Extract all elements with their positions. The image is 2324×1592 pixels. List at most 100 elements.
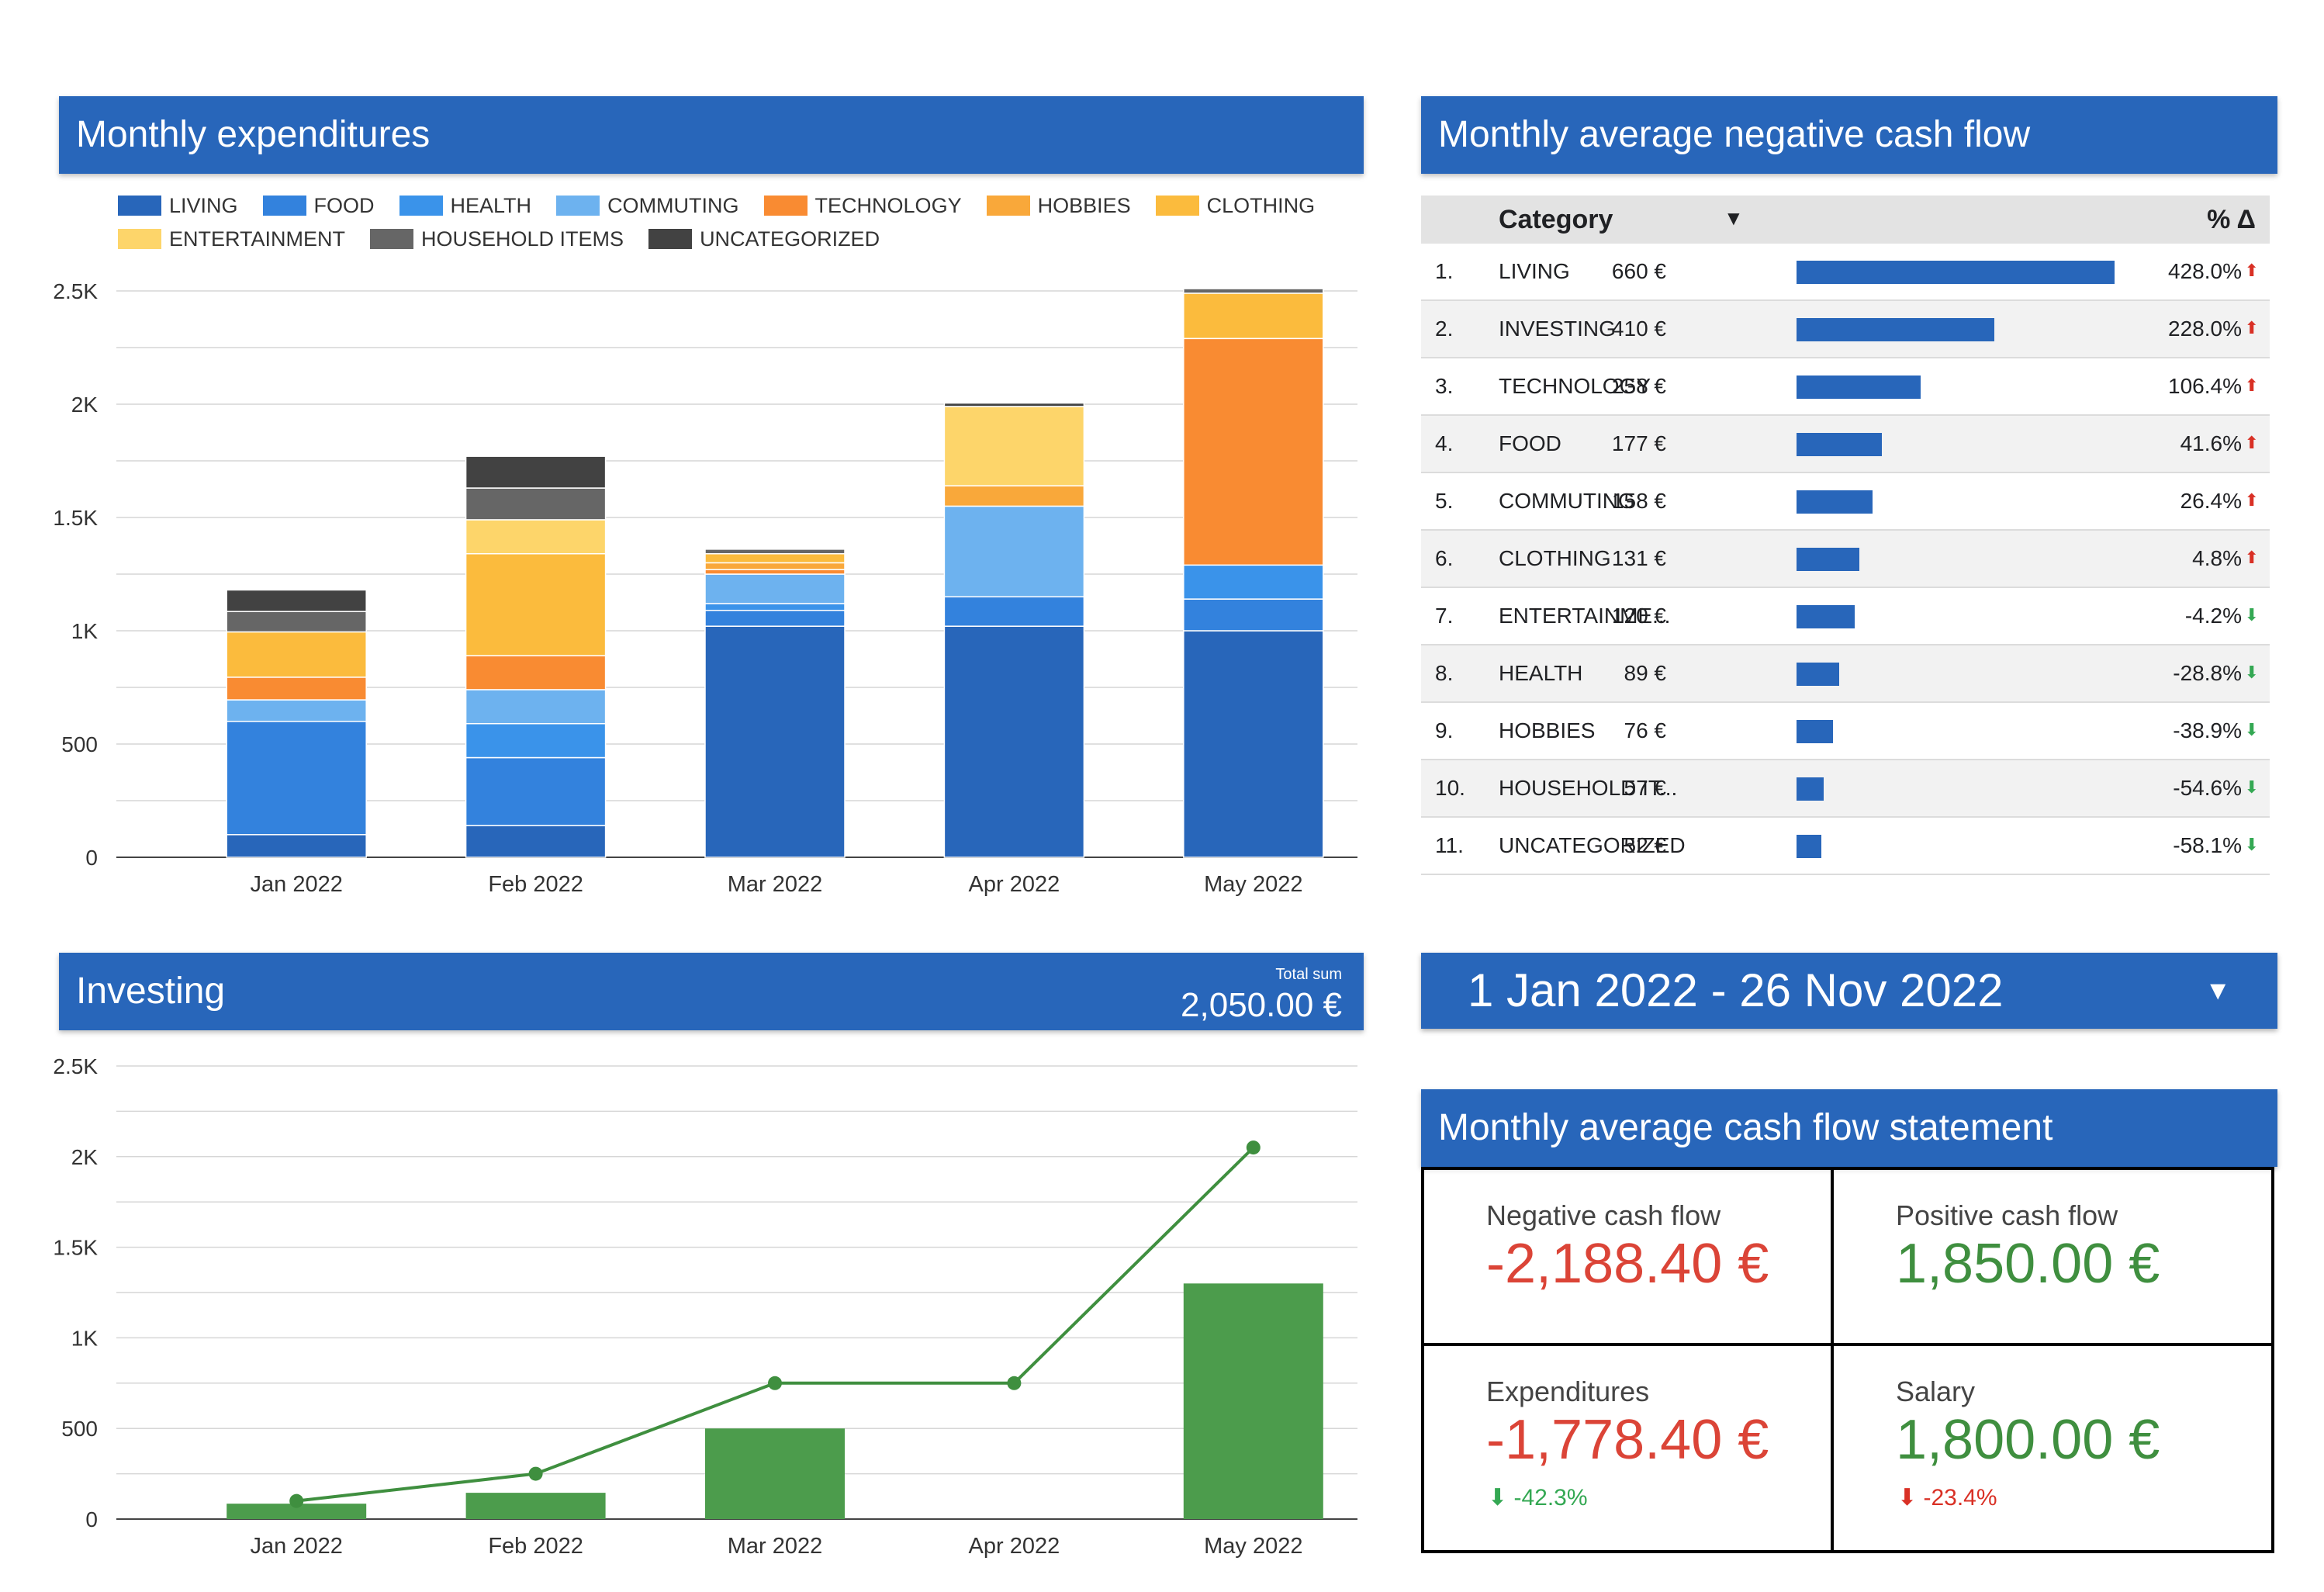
legend-item[interactable]: HOUSEHOLD ITEMS	[370, 227, 624, 251]
x-tick-label: Mar 2022	[728, 1534, 823, 1559]
table-row[interactable]: 11. UNCATEGORIZED 52 € -58.1% ⬇	[1421, 818, 2270, 875]
row-index: 4.	[1435, 431, 1454, 455]
bar-segment[interactable]	[943, 505, 1085, 597]
legend-item[interactable]: FOOD	[262, 194, 375, 218]
legend-item[interactable]: HEALTH	[399, 194, 531, 218]
table-row[interactable]: 10. HOUSEHOLD IT... 57 € -54.6% ⬇	[1421, 760, 2270, 818]
bar-segment[interactable]	[1183, 564, 1324, 600]
row-pct-change: -54.6%	[2173, 776, 2242, 800]
line-point[interactable]	[1007, 1376, 1022, 1390]
table-row[interactable]: 2. INVESTING 410 € 228.0% ⬆	[1421, 301, 2270, 358]
bar[interactable]	[465, 1493, 606, 1519]
bar-segment[interactable]	[704, 569, 846, 575]
table-row[interactable]: 7. ENTERTAINME... 120 € -4.2% ⬇	[1421, 588, 2270, 645]
row-amount: 131 €	[1611, 546, 1666, 570]
bar-segment[interactable]	[704, 603, 846, 611]
line-point[interactable]	[1246, 1140, 1261, 1155]
bar-segment[interactable]	[704, 573, 846, 604]
bar-segment[interactable]	[465, 756, 607, 826]
table-row[interactable]: 3. TECHNOLOGY 258 € 106.4% ⬆	[1421, 358, 2270, 416]
bar[interactable]	[227, 1504, 367, 1519]
y-tick-label: 0	[85, 1507, 98, 1531]
line-point[interactable]	[768, 1376, 782, 1390]
dropdown-arrow-icon[interactable]: ▼	[2205, 976, 2231, 1005]
legend-item[interactable]: COMMUTING	[556, 194, 739, 218]
bar[interactable]	[1183, 1283, 1323, 1519]
bar-segment[interactable]	[1183, 598, 1324, 632]
legend-item[interactable]: TECHNOLOGY	[763, 194, 962, 218]
bar-segment[interactable]	[226, 677, 367, 701]
legend-item[interactable]: HOBBIES	[986, 194, 1131, 218]
bar-segment[interactable]	[943, 402, 1085, 407]
bar-segment[interactable]	[465, 487, 607, 521]
row-pct-change: 26.4%	[2180, 489, 2242, 513]
salary-value: 1,800.00 €	[1896, 1409, 2160, 1471]
bar-segment[interactable]	[226, 611, 367, 633]
legend-item[interactable]: ENTERTAINMENT	[118, 227, 345, 251]
bar-segment[interactable]	[704, 562, 846, 570]
legend-item[interactable]: LIVING	[118, 194, 238, 218]
row-category: HOUSEHOLD IT...	[1499, 776, 1678, 800]
row-amount-bar	[1797, 376, 1921, 399]
y-tick-label: 1.5K	[53, 1236, 98, 1260]
line-point[interactable]	[528, 1466, 543, 1481]
bar-segment[interactable]	[1183, 292, 1324, 340]
legend-item[interactable]: UNCATEGORIZED	[648, 227, 880, 251]
bar-segment[interactable]	[1183, 630, 1324, 858]
bar-segment[interactable]	[943, 625, 1085, 858]
row-index: 9.	[1435, 718, 1454, 742]
legend-swatch	[262, 196, 306, 216]
negative-cash-flow-label: Negative cash flow	[1486, 1199, 1721, 1231]
date-range-selector[interactable]: 1 Jan 2022 - 26 Nov 2022 ▼	[1421, 953, 2277, 1029]
legend-swatch	[399, 196, 443, 216]
row-category: COMMUTING	[1499, 489, 1635, 513]
line-point[interactable]	[289, 1493, 304, 1508]
bar-segment[interactable]	[943, 485, 1085, 507]
table-row[interactable]: 1. LIVING 660 € 428.0% ⬆	[1421, 244, 2270, 301]
row-amount-bar	[1797, 605, 1855, 628]
bar-segment[interactable]	[465, 552, 607, 656]
bar-segment[interactable]	[465, 689, 607, 725]
row-index: 7.	[1435, 604, 1454, 628]
bar-segment[interactable]	[465, 519, 607, 555]
bar-segment[interactable]	[1183, 337, 1324, 566]
row-amount: 120 €	[1611, 604, 1666, 628]
table-row[interactable]: 9. HOBBIES 76 € -38.9% ⬇	[1421, 703, 2270, 760]
y-tick-label: 1.5K	[53, 506, 98, 530]
bar-segment[interactable]	[226, 834, 367, 858]
bar-segment[interactable]	[226, 721, 367, 836]
bar-segment[interactable]	[704, 625, 846, 858]
bar-segment[interactable]	[465, 455, 607, 489]
bar-segment[interactable]	[704, 609, 846, 627]
bar-segment[interactable]	[704, 549, 846, 555]
y-tick-label: 1K	[71, 1326, 99, 1350]
bar-segment[interactable]	[465, 655, 607, 690]
bar-segment[interactable]	[943, 406, 1085, 486]
column-category[interactable]: Category	[1499, 205, 1613, 234]
date-range-label: 1 Jan 2022 - 26 Nov 2022	[1468, 964, 2004, 1016]
bar-segment[interactable]	[465, 722, 607, 759]
legend-item[interactable]: CLOTHING	[1155, 194, 1315, 218]
x-tick-label: May 2022	[1204, 1534, 1302, 1559]
y-tick-label: 2K	[71, 393, 99, 417]
bar-segment[interactable]	[1183, 288, 1324, 294]
table-row[interactable]: 6. CLOTHING 131 € 4.8% ⬆	[1421, 531, 2270, 588]
cash-flow-statement-header: Monthly average cash flow statement	[1421, 1089, 2277, 1167]
table-row[interactable]: 4. FOOD 177 € 41.6% ⬆	[1421, 416, 2270, 473]
legend-label: UNCATEGORIZED	[700, 227, 880, 251]
bar[interactable]	[705, 1428, 845, 1519]
table-row[interactable]: 8. HEALTH 89 € -28.8% ⬇	[1421, 645, 2270, 703]
bar-segment[interactable]	[226, 589, 367, 612]
legend-label: FOOD	[313, 194, 375, 217]
bar-segment[interactable]	[704, 552, 846, 564]
row-amount: 258 €	[1611, 374, 1666, 398]
sort-desc-icon[interactable]: ▼	[1724, 206, 1744, 230]
table-row[interactable]: 5. COMMUTING 158 € 26.4% ⬆	[1421, 473, 2270, 531]
row-category: CLOTHING	[1499, 546, 1611, 570]
bar-segment[interactable]	[465, 825, 607, 858]
bar-segment[interactable]	[226, 631, 367, 678]
column-pct-change[interactable]: % Δ	[2207, 205, 2256, 234]
bar-segment[interactable]	[226, 699, 367, 722]
row-category: UNCATEGORIZED	[1499, 833, 1686, 857]
bar-segment[interactable]	[943, 596, 1085, 627]
